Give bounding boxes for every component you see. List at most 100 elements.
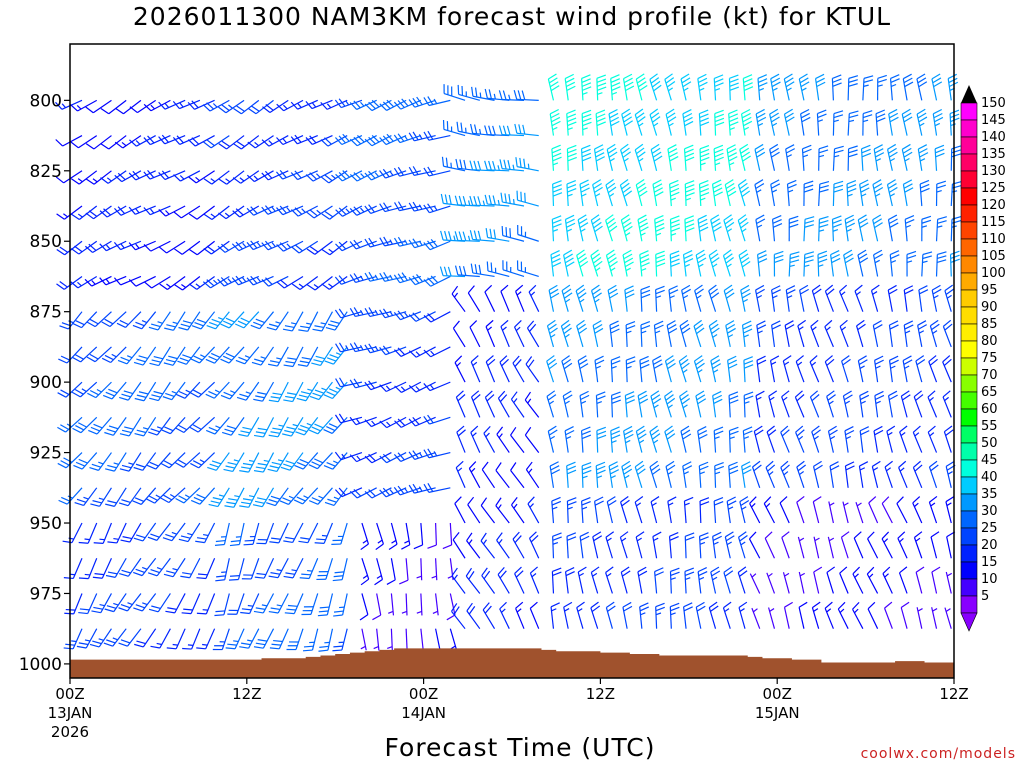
barb-feather	[166, 647, 177, 650]
wind-barb	[654, 215, 665, 242]
barb-feather	[858, 359, 868, 366]
wind-barb	[308, 416, 333, 435]
wind-barb	[812, 496, 822, 524]
barb-feather	[507, 160, 511, 170]
barb-feather	[670, 215, 680, 220]
barb-feather	[621, 108, 631, 115]
barb-half-feather	[682, 404, 688, 409]
barb-feather	[950, 258, 960, 264]
barb-feather	[740, 284, 750, 291]
barb-feather	[280, 279, 289, 287]
barb-staff	[528, 538, 540, 559]
barb-feather	[386, 133, 394, 142]
barb-feather	[408, 202, 415, 212]
barb-feather	[786, 148, 796, 154]
colorbar-swatch	[960, 578, 978, 597]
barb-staff	[527, 503, 540, 524]
barb-feather	[214, 543, 225, 546]
barb-feather	[611, 399, 621, 404]
colorbar-label: 135	[981, 147, 1006, 162]
barb-feather	[163, 460, 173, 466]
barb-feather	[305, 100, 313, 109]
wind-barb	[484, 390, 496, 418]
barb-feather	[951, 153, 961, 158]
barb-feather	[469, 195, 474, 206]
barb-feather	[654, 324, 664, 330]
barb-feather	[101, 321, 111, 328]
barb-half-feather	[306, 422, 312, 426]
barb-feather	[85, 106, 94, 114]
barb-feather	[114, 141, 124, 149]
barb-staff	[245, 381, 260, 401]
barb-staff	[244, 346, 260, 365]
barb-feather	[166, 324, 176, 328]
barb-feather	[712, 179, 722, 185]
wind-barb	[832, 110, 844, 136]
barb-feather	[784, 77, 794, 84]
barb-feather	[551, 496, 561, 502]
barb-feather	[178, 390, 188, 396]
barb-feather	[620, 178, 629, 186]
wind-barb	[751, 460, 762, 488]
barb-half-feather	[768, 471, 774, 476]
wind-barb	[605, 601, 616, 629]
barb-staff	[310, 593, 319, 615]
barb-staff	[183, 416, 201, 433]
barb-staff	[930, 536, 938, 559]
wind-barb	[78, 558, 98, 580]
barb-feather	[501, 226, 504, 236]
barb-feather	[654, 218, 664, 224]
wind-barb	[749, 496, 761, 524]
barb-feather	[916, 73, 926, 80]
wind-barb	[699, 497, 710, 524]
barb-half-feather	[846, 228, 852, 232]
barb-half-feather	[303, 495, 309, 499]
barb-feather	[55, 176, 64, 184]
barb-feather	[117, 172, 126, 181]
wind-barb	[742, 74, 754, 101]
wind-barb	[276, 240, 304, 252]
barb-feather	[284, 429, 294, 434]
wind-barb	[897, 531, 908, 559]
barb-staff	[466, 610, 481, 630]
barb-feather	[711, 359, 721, 366]
barb-feather	[829, 429, 838, 436]
barb-half-feather	[610, 475, 616, 479]
barb-feather	[561, 355, 570, 362]
barb-feather	[625, 391, 635, 396]
wind-barb	[100, 135, 127, 150]
barb-feather	[413, 544, 423, 550]
barb-feather	[799, 73, 808, 80]
barb-feather	[231, 243, 240, 252]
barb-feather	[665, 355, 674, 362]
barb-feather	[251, 105, 260, 112]
barb-feather	[609, 292, 619, 299]
wind-barb	[253, 417, 275, 438]
barb-feather	[714, 121, 725, 127]
barb-feather	[668, 285, 678, 291]
wind-barb	[551, 496, 562, 524]
barb-staff	[260, 346, 275, 366]
wind-barb	[764, 531, 776, 559]
barb-feather	[944, 323, 953, 331]
wind-barb	[824, 601, 834, 629]
wind-barb	[306, 275, 333, 291]
barb-feather	[57, 462, 67, 469]
barb-half-feather	[685, 197, 691, 201]
wind-barb	[942, 390, 952, 418]
barb-feather	[830, 465, 840, 471]
barb-feather	[105, 574, 116, 578]
wind-barb	[133, 522, 157, 542]
barb-feather	[324, 210, 334, 218]
barb-feather	[699, 226, 709, 232]
barb-half-feather	[432, 610, 438, 614]
barb-staff	[826, 396, 834, 418]
barb-feather	[301, 356, 312, 360]
barb-feather	[606, 218, 615, 225]
barb-feather	[294, 464, 304, 470]
wind-barb	[114, 205, 142, 216]
credit-link[interactable]: coolwx.com/models	[860, 746, 1016, 762]
barb-feather	[282, 328, 293, 332]
barb-staff	[481, 469, 496, 489]
barb-half-feather	[829, 435, 836, 440]
